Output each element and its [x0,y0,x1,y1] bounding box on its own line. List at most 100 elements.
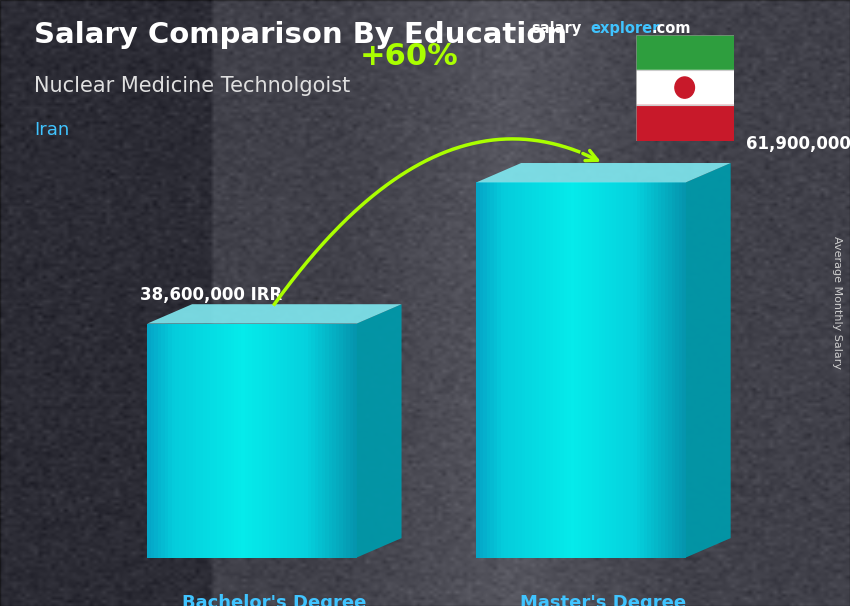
Polygon shape [196,324,200,558]
Polygon shape [487,182,490,558]
Polygon shape [658,182,661,558]
Polygon shape [522,182,525,558]
Polygon shape [322,324,326,558]
Polygon shape [654,182,658,558]
Polygon shape [343,324,346,558]
Polygon shape [504,182,507,558]
Polygon shape [525,182,529,558]
Polygon shape [564,182,567,558]
Polygon shape [630,182,633,558]
Polygon shape [231,324,235,558]
Polygon shape [609,182,613,558]
Polygon shape [308,324,311,558]
Polygon shape [228,324,231,558]
Text: Bachelor's Degree: Bachelor's Degree [182,594,366,606]
Polygon shape [168,324,172,558]
Text: .com: .com [652,21,691,36]
Polygon shape [203,324,207,558]
Polygon shape [613,182,616,558]
Polygon shape [266,324,269,558]
Text: salary: salary [531,21,581,36]
Polygon shape [480,182,484,558]
Polygon shape [185,324,189,558]
Polygon shape [585,182,588,558]
Polygon shape [332,324,336,558]
Polygon shape [178,324,182,558]
Polygon shape [252,324,256,558]
Polygon shape [648,182,651,558]
Polygon shape [182,324,185,558]
Polygon shape [339,324,343,558]
Polygon shape [154,324,158,558]
Text: Average Monthly Salary: Average Monthly Salary [832,236,842,370]
Polygon shape [476,182,480,558]
Polygon shape [661,182,665,558]
Polygon shape [256,324,259,558]
Polygon shape [336,324,339,558]
Polygon shape [318,324,322,558]
Polygon shape [346,324,349,558]
Polygon shape [539,182,542,558]
Polygon shape [651,182,654,558]
Polygon shape [484,182,487,558]
Polygon shape [637,182,640,558]
Polygon shape [574,182,577,558]
Polygon shape [291,324,294,558]
Polygon shape [248,324,252,558]
Polygon shape [147,324,150,558]
Polygon shape [263,324,266,558]
Polygon shape [213,324,217,558]
Polygon shape [314,324,318,558]
Polygon shape [189,324,193,558]
Polygon shape [497,182,501,558]
Polygon shape [165,324,168,558]
Polygon shape [200,324,203,558]
Text: Master's Degree: Master's Degree [520,594,687,606]
Polygon shape [595,182,598,558]
Bar [636,70,734,105]
Polygon shape [207,324,210,558]
Polygon shape [294,324,297,558]
Polygon shape [536,182,539,558]
Polygon shape [280,324,283,558]
Polygon shape [217,324,220,558]
Text: Salary Comparison By Education: Salary Comparison By Education [34,21,567,49]
Polygon shape [570,182,574,558]
Polygon shape [560,182,564,558]
Polygon shape [476,163,731,182]
Polygon shape [286,324,291,558]
Polygon shape [235,324,238,558]
Polygon shape [577,182,581,558]
Polygon shape [349,324,353,558]
Polygon shape [553,182,557,558]
Polygon shape [224,324,228,558]
Polygon shape [301,324,304,558]
Polygon shape [245,324,248,558]
Bar [636,35,734,70]
Polygon shape [193,324,196,558]
Polygon shape [353,324,357,558]
Polygon shape [326,324,329,558]
Polygon shape [162,324,165,558]
Polygon shape [626,182,630,558]
Polygon shape [273,324,276,558]
Polygon shape [283,324,286,558]
Polygon shape [644,182,648,558]
Polygon shape [147,304,401,324]
Polygon shape [304,324,308,558]
Polygon shape [665,182,668,558]
Polygon shape [557,182,560,558]
Polygon shape [357,304,401,558]
Polygon shape [542,182,547,558]
Polygon shape [598,182,602,558]
Polygon shape [550,182,553,558]
Polygon shape [259,324,263,558]
Polygon shape [581,182,585,558]
Polygon shape [276,324,280,558]
Polygon shape [602,182,605,558]
Polygon shape [220,324,224,558]
Polygon shape [511,182,515,558]
Polygon shape [567,182,570,558]
Polygon shape [269,324,273,558]
Polygon shape [158,324,162,558]
